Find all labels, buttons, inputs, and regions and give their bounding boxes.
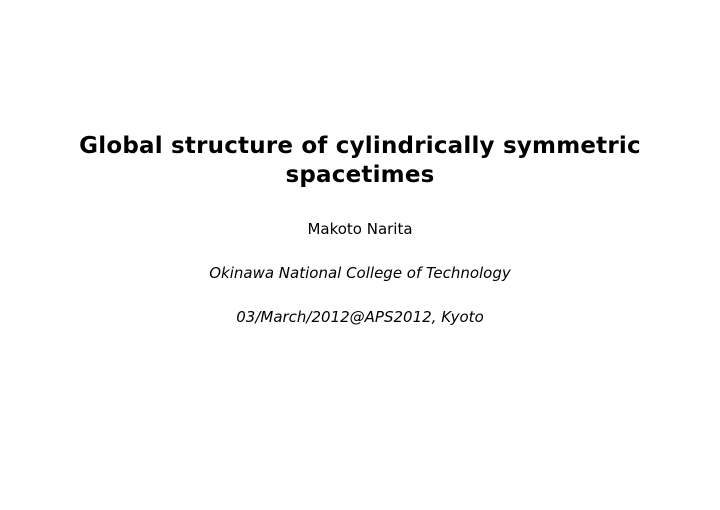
title-line-1: Global structure of cylindrically symmet… bbox=[79, 132, 641, 161]
date-venue-text: 03/March/2012@APS2012, Kyoto bbox=[236, 308, 484, 326]
author-name: Makoto Narita bbox=[307, 220, 412, 238]
title-line-2: spacetimes bbox=[79, 161, 641, 190]
affiliation-text: Okinawa National College of Technology bbox=[209, 264, 511, 282]
slide-title: Global structure of cylindrically symmet… bbox=[79, 132, 641, 190]
